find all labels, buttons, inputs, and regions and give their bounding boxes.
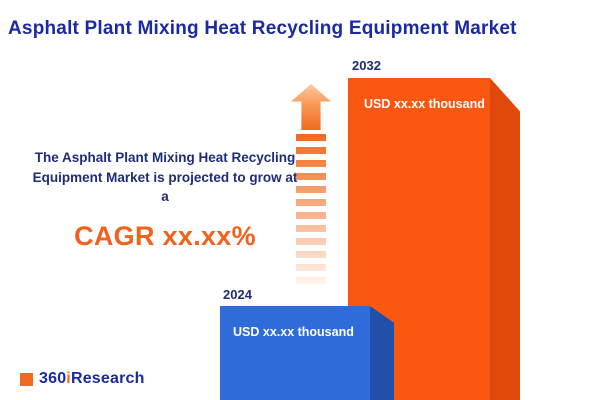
- logo-text-research: Research: [70, 370, 145, 387]
- growth-arrow-icon: [291, 84, 331, 130]
- bar-2024: [220, 306, 370, 400]
- bar-2032-year-label: 2032: [352, 58, 381, 73]
- bar-2032-side-face: [490, 78, 520, 400]
- logo-square-icon: [20, 372, 33, 386]
- bar-2024-year-label: 2024: [223, 287, 252, 302]
- page-title: Asphalt Plant Mixing Heat Recycling Equi…: [8, 18, 517, 39]
- bar-2032-value-label: USD xx.xx thousand: [364, 97, 485, 111]
- market-description: The Asphalt Plant Mixing Heat Recycling …: [30, 148, 300, 256]
- bar-2024-value-label: USD xx.xx thousand: [233, 325, 354, 339]
- market-description-text: The Asphalt Plant Mixing Heat Recycling …: [32, 150, 298, 205]
- brand-logo: 360iResearch: [20, 370, 145, 388]
- cagr-value: CAGR xx.xx%: [74, 220, 256, 251]
- bar-2024-side-face: [370, 306, 394, 400]
- logo-text: 360iResearch: [39, 370, 145, 388]
- logo-text-i: i: [66, 370, 71, 387]
- logo-text-360: 360: [39, 370, 67, 387]
- growth-arrow-dashed-tail: [296, 134, 326, 286]
